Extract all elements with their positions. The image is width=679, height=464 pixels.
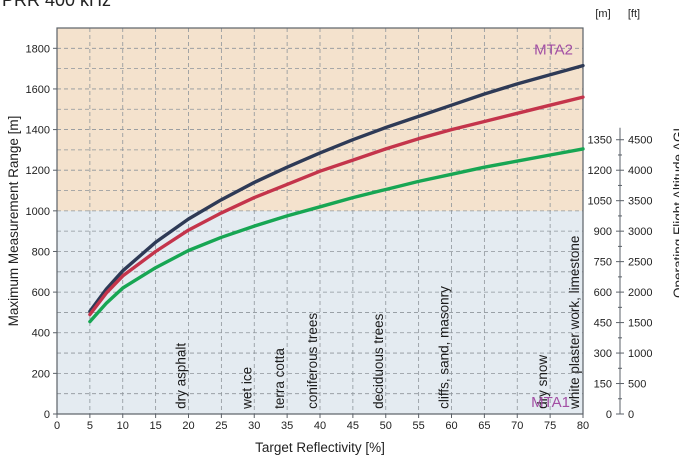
- y-tick-label: 400: [32, 328, 50, 340]
- y2-ft-tick-label: 3000: [628, 226, 652, 238]
- y2-m-tick-label: 1200: [588, 165, 612, 177]
- x-tick-label: 80: [577, 420, 589, 432]
- y-tick-label: 1000: [26, 206, 50, 218]
- x-tick-label: 40: [314, 420, 326, 432]
- y2-m-tick-label: 1350: [588, 135, 612, 147]
- x-tick-label: 50: [380, 420, 392, 432]
- x-tick-label: 0: [54, 420, 60, 432]
- y2-m-tick-label: 0: [606, 409, 612, 421]
- y2-unit-ft: [ft]: [628, 8, 640, 20]
- y2-ft-tick-label: 4500: [628, 135, 652, 147]
- y2-ft-tick-label: 3500: [628, 196, 652, 208]
- y2-unit-m: [m]: [595, 8, 610, 20]
- x-tick-label: 55: [413, 420, 425, 432]
- x-tick-label: 25: [215, 420, 227, 432]
- material-annotation: terra cotta: [272, 348, 287, 409]
- y2-m-tick-label: 900: [594, 226, 612, 238]
- x-tick-label: 75: [544, 420, 556, 432]
- material-annotation: dry asphalt: [174, 343, 189, 409]
- y-tick-label: 0: [44, 409, 50, 421]
- y-axis-title: Maximum Measurement Range [m]: [6, 116, 21, 327]
- y2-ft-tick-label: 1500: [628, 318, 652, 330]
- y2-ft-tick-label: 0: [628, 409, 634, 421]
- x-tick-label: 10: [117, 420, 129, 432]
- series-line-2: [88, 95, 585, 317]
- y2-ft-tick-label: 1000: [628, 348, 652, 360]
- y2-m-tick-label: 750: [594, 257, 612, 269]
- series-line-3: [88, 147, 585, 324]
- y2-m-tick-label: 450: [594, 318, 612, 330]
- y2-ft-tick-label: 2500: [628, 257, 652, 269]
- y-tick-label: 200: [32, 368, 50, 380]
- material-annotation: cliffs, sand, masonry: [437, 286, 452, 409]
- x-tick-label: 35: [281, 420, 293, 432]
- y2-m-tick-label: 300: [594, 348, 612, 360]
- y-tick-label: 800: [32, 246, 50, 258]
- material-annotation: wet ice: [239, 367, 254, 410]
- x-tick-label: 15: [150, 420, 162, 432]
- zone-label-mta2: MTA2: [534, 41, 573, 58]
- x-tick-label: 20: [182, 420, 194, 432]
- header-text: PRR 400 kHz: [2, 0, 111, 10]
- x-tick-label: 65: [478, 420, 490, 432]
- zone-label-mta1: MTA1: [531, 394, 570, 411]
- y-tick-label: 1600: [26, 84, 50, 96]
- y2-axis-title: Operating Flight Altitude AGL: [671, 123, 679, 298]
- material-annotation: deciduous trees: [371, 313, 386, 409]
- y-tick-label: 600: [32, 287, 50, 299]
- material-annotation: dry snow: [535, 355, 550, 409]
- y-tick-label: 1400: [26, 125, 50, 137]
- y-tick-label: 1200: [26, 165, 50, 177]
- x-tick-label: 5: [87, 420, 93, 432]
- y2-ft-tick-label: 2000: [628, 287, 652, 299]
- x-tick-label: 70: [511, 420, 523, 432]
- y2-m-tick-label: 600: [594, 287, 612, 299]
- y2-ft-tick-label: 4000: [628, 165, 652, 177]
- y2-m-tick-label: 150: [594, 379, 612, 391]
- material-annotation: coniferous trees: [305, 313, 320, 409]
- x-tick-label: 45: [347, 420, 359, 432]
- x-tick-label: 30: [248, 420, 260, 432]
- x-axis-title: Target Reflectivity [%]: [255, 440, 385, 455]
- y-tick-label: 1800: [26, 43, 50, 55]
- y2-ft-tick-label: 500: [628, 379, 646, 391]
- series-line-1: [88, 63, 585, 314]
- x-tick-label: 60: [445, 420, 457, 432]
- y2-m-tick-label: 1050: [588, 196, 612, 208]
- material-annotation: white plaster work, limestone: [567, 236, 582, 410]
